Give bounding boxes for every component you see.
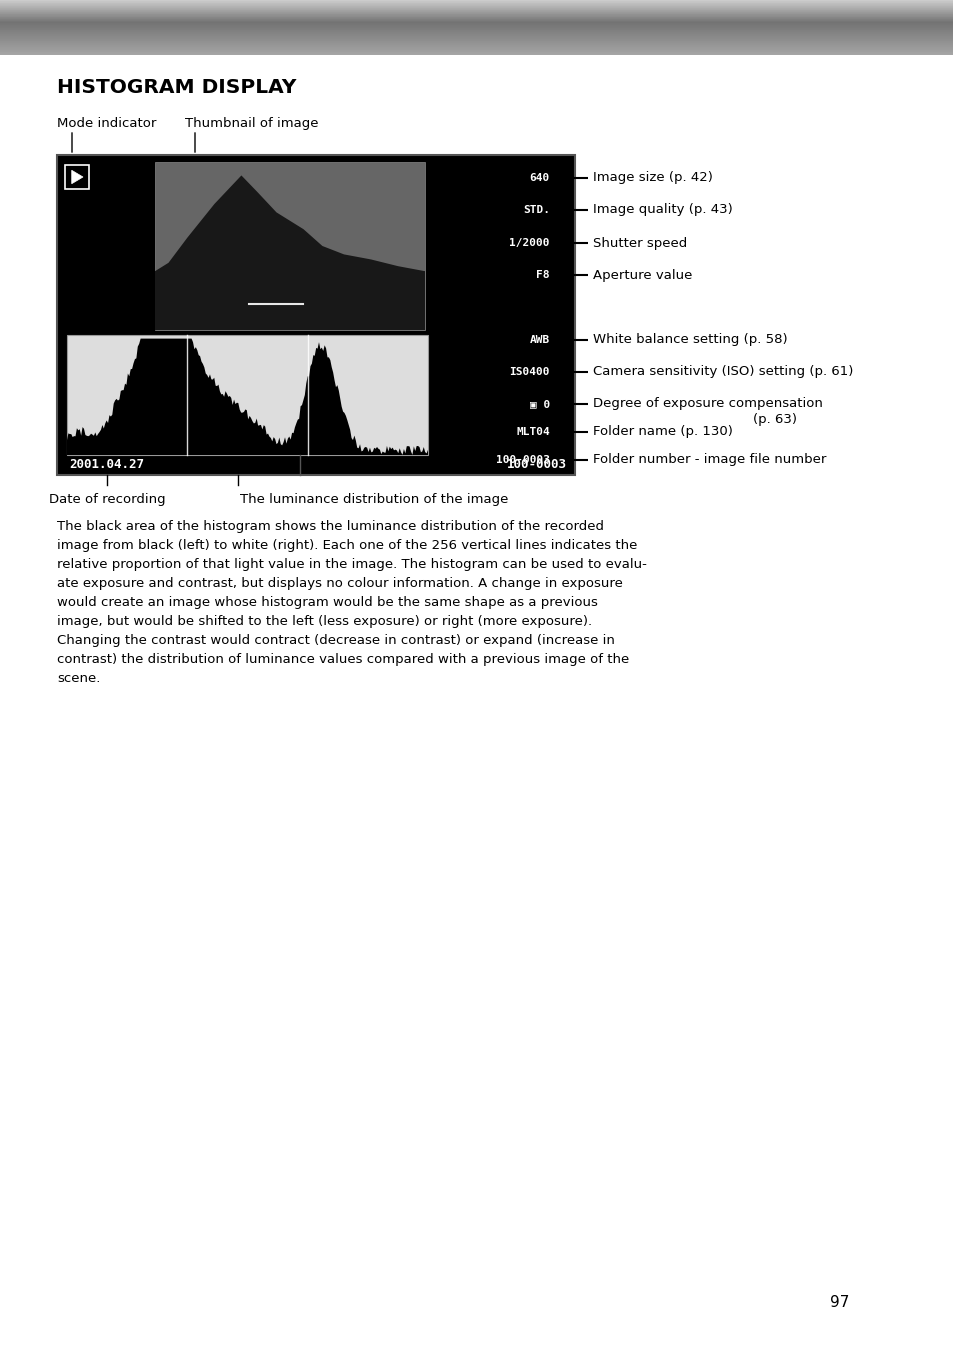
Text: (p. 63): (p. 63)	[752, 414, 796, 426]
Text: HISTOGRAM DISPLAY: HISTOGRAM DISPLAY	[57, 78, 296, 97]
Text: Image quality (p. 43): Image quality (p. 43)	[593, 204, 732, 216]
Text: image, but would be shifted to the left (less exposure) or right (more exposure): image, but would be shifted to the left …	[57, 615, 592, 627]
Bar	[65, 165, 89, 189]
Bar	[154, 162, 424, 330]
Text: The black area of the histogram shows the luminance distribution of the recorded: The black area of the histogram shows th…	[57, 521, 603, 533]
Text: image from black (left) to white (right). Each one of the 256 vertical lines ind: image from black (left) to white (right)…	[57, 539, 637, 552]
Text: relative proportion of that light value in the image. The histogram can be used : relative proportion of that light value …	[57, 558, 646, 571]
Text: Aperture value: Aperture value	[593, 269, 692, 281]
Text: STD.: STD.	[522, 206, 550, 215]
Bar	[57, 155, 575, 475]
Text: 2001.04.27: 2001.04.27	[69, 458, 144, 472]
Text: Thumbnail of image: Thumbnail of image	[185, 118, 318, 130]
Text: scene.: scene.	[57, 672, 100, 685]
Text: MLT04: MLT04	[516, 427, 550, 437]
Text: Mode indicator: Mode indicator	[57, 118, 156, 130]
Text: The luminance distribution of the image: The luminance distribution of the image	[240, 493, 508, 506]
Bar	[67, 335, 428, 456]
Text: 640: 640	[529, 173, 550, 183]
Text: Folder number - image file number: Folder number - image file number	[593, 453, 825, 466]
Text: 100-0003: 100-0003	[496, 456, 550, 465]
Text: Camera sensitivity (ISO) setting (p. 61): Camera sensitivity (ISO) setting (p. 61)	[593, 365, 853, 379]
Text: ▣ 0: ▣ 0	[529, 399, 550, 410]
Text: Degree of exposure compensation: Degree of exposure compensation	[593, 397, 822, 411]
Text: Folder name (p. 130): Folder name (p. 130)	[593, 426, 732, 438]
Text: Changing the contrast would contract (decrease in contrast) or expand (increase : Changing the contrast would contract (de…	[57, 634, 615, 648]
Text: F8: F8	[536, 270, 550, 280]
Text: AWB: AWB	[529, 335, 550, 345]
Text: contrast) the distribution of luminance values compared with a previous image of: contrast) the distribution of luminance …	[57, 653, 629, 667]
Text: 97: 97	[829, 1295, 849, 1310]
Polygon shape	[71, 170, 83, 184]
Text: Date of recording: Date of recording	[49, 493, 165, 506]
Text: 1/2000: 1/2000	[509, 238, 550, 247]
Text: Image size (p. 42): Image size (p. 42)	[593, 172, 712, 184]
Text: Shutter speed: Shutter speed	[593, 237, 686, 250]
Text: IS0400: IS0400	[509, 366, 550, 377]
Text: would create an image whose histogram would be the same shape as a previous: would create an image whose histogram wo…	[57, 596, 598, 608]
Text: White balance setting (p. 58): White balance setting (p. 58)	[593, 334, 787, 346]
Text: 100-0003: 100-0003	[506, 458, 566, 472]
Polygon shape	[67, 338, 428, 456]
Polygon shape	[154, 176, 424, 330]
Bar	[154, 272, 424, 330]
Text: ate exposure and contrast, but displays no colour information. A change in expos: ate exposure and contrast, but displays …	[57, 577, 622, 589]
